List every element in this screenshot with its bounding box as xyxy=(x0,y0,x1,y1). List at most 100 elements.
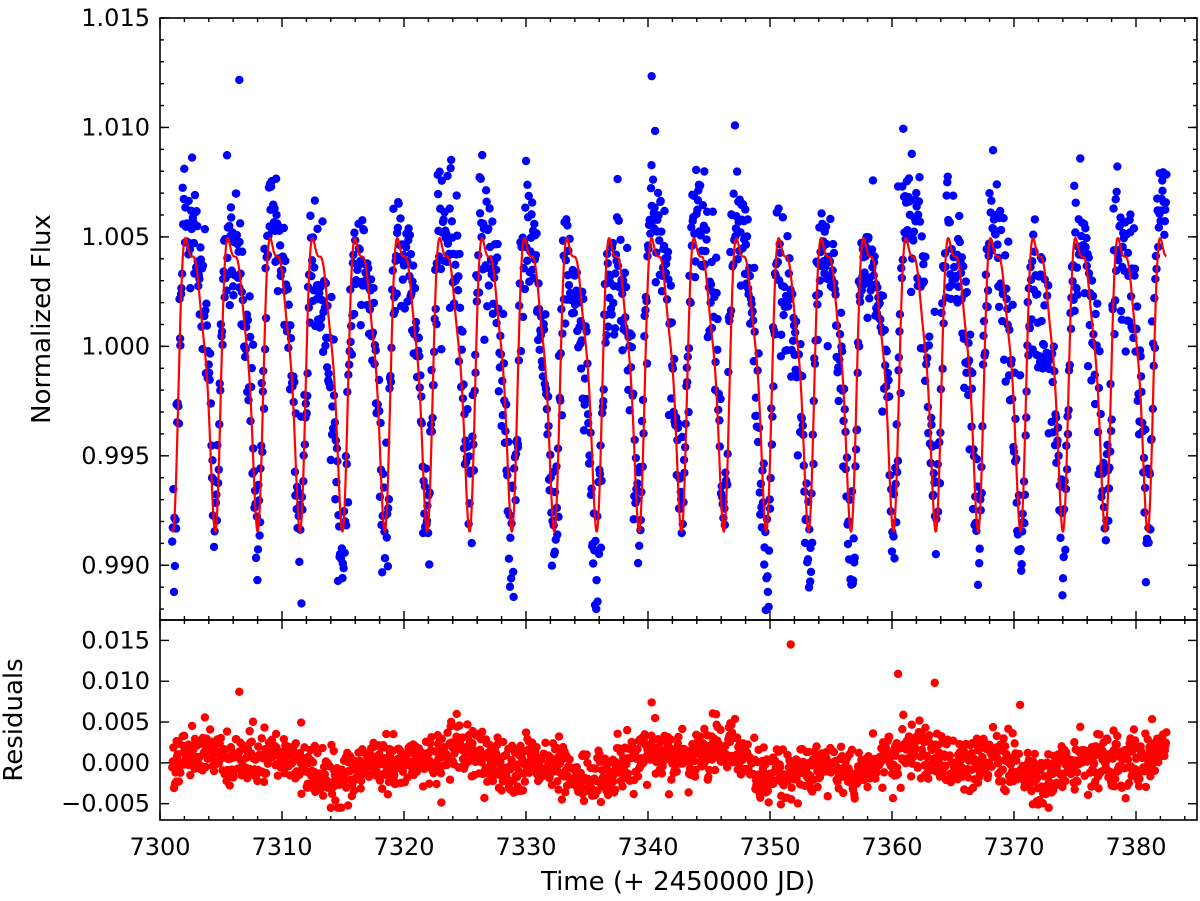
flux-point xyxy=(406,249,416,259)
flux-point xyxy=(547,561,557,570)
flux-point xyxy=(1016,544,1025,554)
residual-point xyxy=(432,779,441,789)
flux-point xyxy=(589,559,598,568)
flux-point xyxy=(897,264,906,273)
residual-point xyxy=(254,742,263,751)
flux-y-tick-label: 1.000 xyxy=(81,332,150,360)
residual-point xyxy=(999,734,1008,743)
flux-y-axis-label: Normalized Flux xyxy=(27,214,57,424)
residual-point xyxy=(296,718,306,727)
flux-point xyxy=(962,288,972,297)
flux-point xyxy=(1158,176,1167,185)
flux-point xyxy=(340,548,349,557)
flux-point xyxy=(942,191,951,200)
residual-point xyxy=(425,779,434,788)
flux-point xyxy=(275,241,285,250)
flux-point xyxy=(238,247,247,256)
residual-point xyxy=(839,788,848,798)
flux-point xyxy=(187,153,197,162)
flux-point xyxy=(755,488,764,497)
flux-point xyxy=(724,367,733,377)
residual-point xyxy=(750,733,759,742)
flux-point xyxy=(924,341,934,350)
flux-point xyxy=(999,355,1009,364)
residual-point xyxy=(893,769,903,778)
flux-point xyxy=(641,305,650,315)
residual-point xyxy=(1146,772,1155,781)
residual-outlier-point xyxy=(647,698,656,707)
flux-point xyxy=(522,256,532,265)
residual-point xyxy=(186,770,195,780)
residual-point xyxy=(557,795,567,804)
flux-point xyxy=(339,563,348,573)
residual-point xyxy=(253,776,262,786)
flux-point xyxy=(1007,394,1017,404)
flux-point xyxy=(866,286,875,295)
flux-point xyxy=(1129,224,1139,233)
flux-point xyxy=(396,214,405,223)
flux-point xyxy=(535,345,544,355)
flux-point xyxy=(1058,591,1067,600)
time-x-tick-label: 7370 xyxy=(983,833,1044,861)
flux-point xyxy=(599,385,608,394)
flux-point xyxy=(1029,230,1038,239)
flux-point xyxy=(193,221,202,231)
residual-point xyxy=(899,710,908,720)
residual-point xyxy=(642,780,652,790)
flux-point xyxy=(437,345,446,354)
flux-point xyxy=(369,298,379,308)
flux-point xyxy=(310,196,320,205)
flux-point xyxy=(766,473,775,483)
residual-point xyxy=(716,725,725,735)
flux-point xyxy=(316,321,325,331)
flux-y-tick-label: 0.990 xyxy=(81,551,150,579)
residual-point xyxy=(1070,785,1079,794)
flux-point xyxy=(741,240,751,249)
flux-point xyxy=(987,196,996,205)
flux-point xyxy=(854,342,864,351)
residual-outlier-point xyxy=(930,678,939,688)
flux-point xyxy=(635,541,644,550)
flux-point xyxy=(366,275,376,284)
time-x-tick-label: 7360 xyxy=(861,833,922,861)
flux-point xyxy=(906,287,916,297)
flux-point xyxy=(404,224,413,233)
flux-point xyxy=(616,235,625,245)
flux-outlier-point xyxy=(893,182,903,191)
flux-point xyxy=(992,180,1002,189)
flux-point xyxy=(730,121,740,130)
flux-point xyxy=(848,576,858,585)
residual-point xyxy=(964,773,973,782)
flux-point xyxy=(392,289,401,298)
residual-point xyxy=(1038,799,1047,808)
flux-point xyxy=(802,479,811,488)
flux-point xyxy=(867,245,877,254)
flux-point xyxy=(713,314,722,324)
residual-point xyxy=(1030,749,1040,759)
residual-point xyxy=(357,776,366,786)
flux-point xyxy=(880,325,889,335)
flux-point xyxy=(1095,347,1104,356)
residual-point xyxy=(1033,773,1042,783)
flux-point xyxy=(579,426,589,435)
flux-point xyxy=(642,359,652,368)
residual-point xyxy=(1150,766,1160,775)
residual-point xyxy=(629,789,638,799)
residual-point xyxy=(896,783,905,793)
flux-y-tick-label: 1.010 xyxy=(81,113,150,141)
time-x-tick-label: 7380 xyxy=(1105,833,1166,861)
flux-point xyxy=(359,226,369,235)
flux-point xyxy=(736,228,745,237)
residual-outlier-point xyxy=(1015,700,1025,710)
flux-point xyxy=(620,268,630,278)
flux-point xyxy=(729,189,738,198)
flux-point xyxy=(200,224,210,234)
flux-point xyxy=(272,210,281,220)
flux-point xyxy=(767,440,777,449)
residual-point xyxy=(907,720,916,729)
residual-point xyxy=(554,732,564,741)
residual-point xyxy=(443,728,452,737)
residual-point xyxy=(565,755,574,764)
flux-point xyxy=(943,172,952,181)
